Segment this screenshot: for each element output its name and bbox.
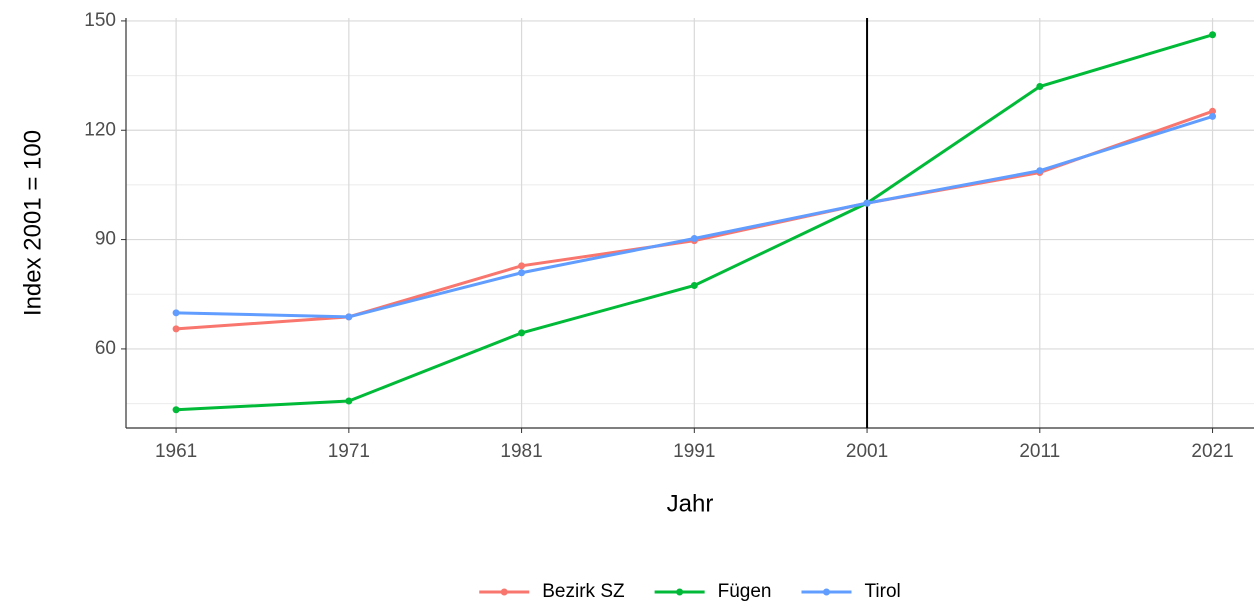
legend: Bezirk SZ Fügen Tirol <box>479 581 901 602</box>
point <box>345 313 353 321</box>
point <box>172 309 180 317</box>
point <box>518 262 526 270</box>
x-tick-label: 2001 <box>846 441 888 462</box>
y-tick-label: 60 <box>95 338 116 359</box>
x-tick-label: 1961 <box>155 441 197 462</box>
point <box>1036 167 1044 175</box>
point <box>690 282 698 290</box>
point <box>1209 112 1217 120</box>
point <box>1209 31 1217 39</box>
x-tick-label: 2011 <box>1019 441 1060 462</box>
y-tick-label: 150 <box>84 10 116 31</box>
x-tick-label: 1981 <box>500 441 542 462</box>
x-tick-label: 1971 <box>328 441 370 462</box>
point <box>345 397 353 405</box>
point <box>518 269 526 277</box>
point <box>172 325 180 333</box>
legend-label: Bezirk SZ <box>542 581 625 602</box>
point <box>518 329 526 337</box>
y-tick-label: 90 <box>95 229 116 250</box>
point <box>1036 83 1044 91</box>
legend-label: Fügen <box>718 581 772 602</box>
legend-label: Tirol <box>864 581 900 602</box>
point <box>1209 107 1217 115</box>
point <box>863 199 871 207</box>
legend-key-point <box>822 588 830 596</box>
point <box>172 406 180 414</box>
y-axis-title: Index 2001 = 100 <box>19 130 46 316</box>
y-tick-label: 120 <box>84 119 116 140</box>
legend-key-point <box>676 588 684 596</box>
x-tick-label: 2021 <box>1191 441 1233 462</box>
legend-key-point <box>500 588 508 596</box>
x-tick-label: 1991 <box>673 441 715 462</box>
x-axis-title: Jahr <box>667 490 714 517</box>
point <box>690 234 698 242</box>
